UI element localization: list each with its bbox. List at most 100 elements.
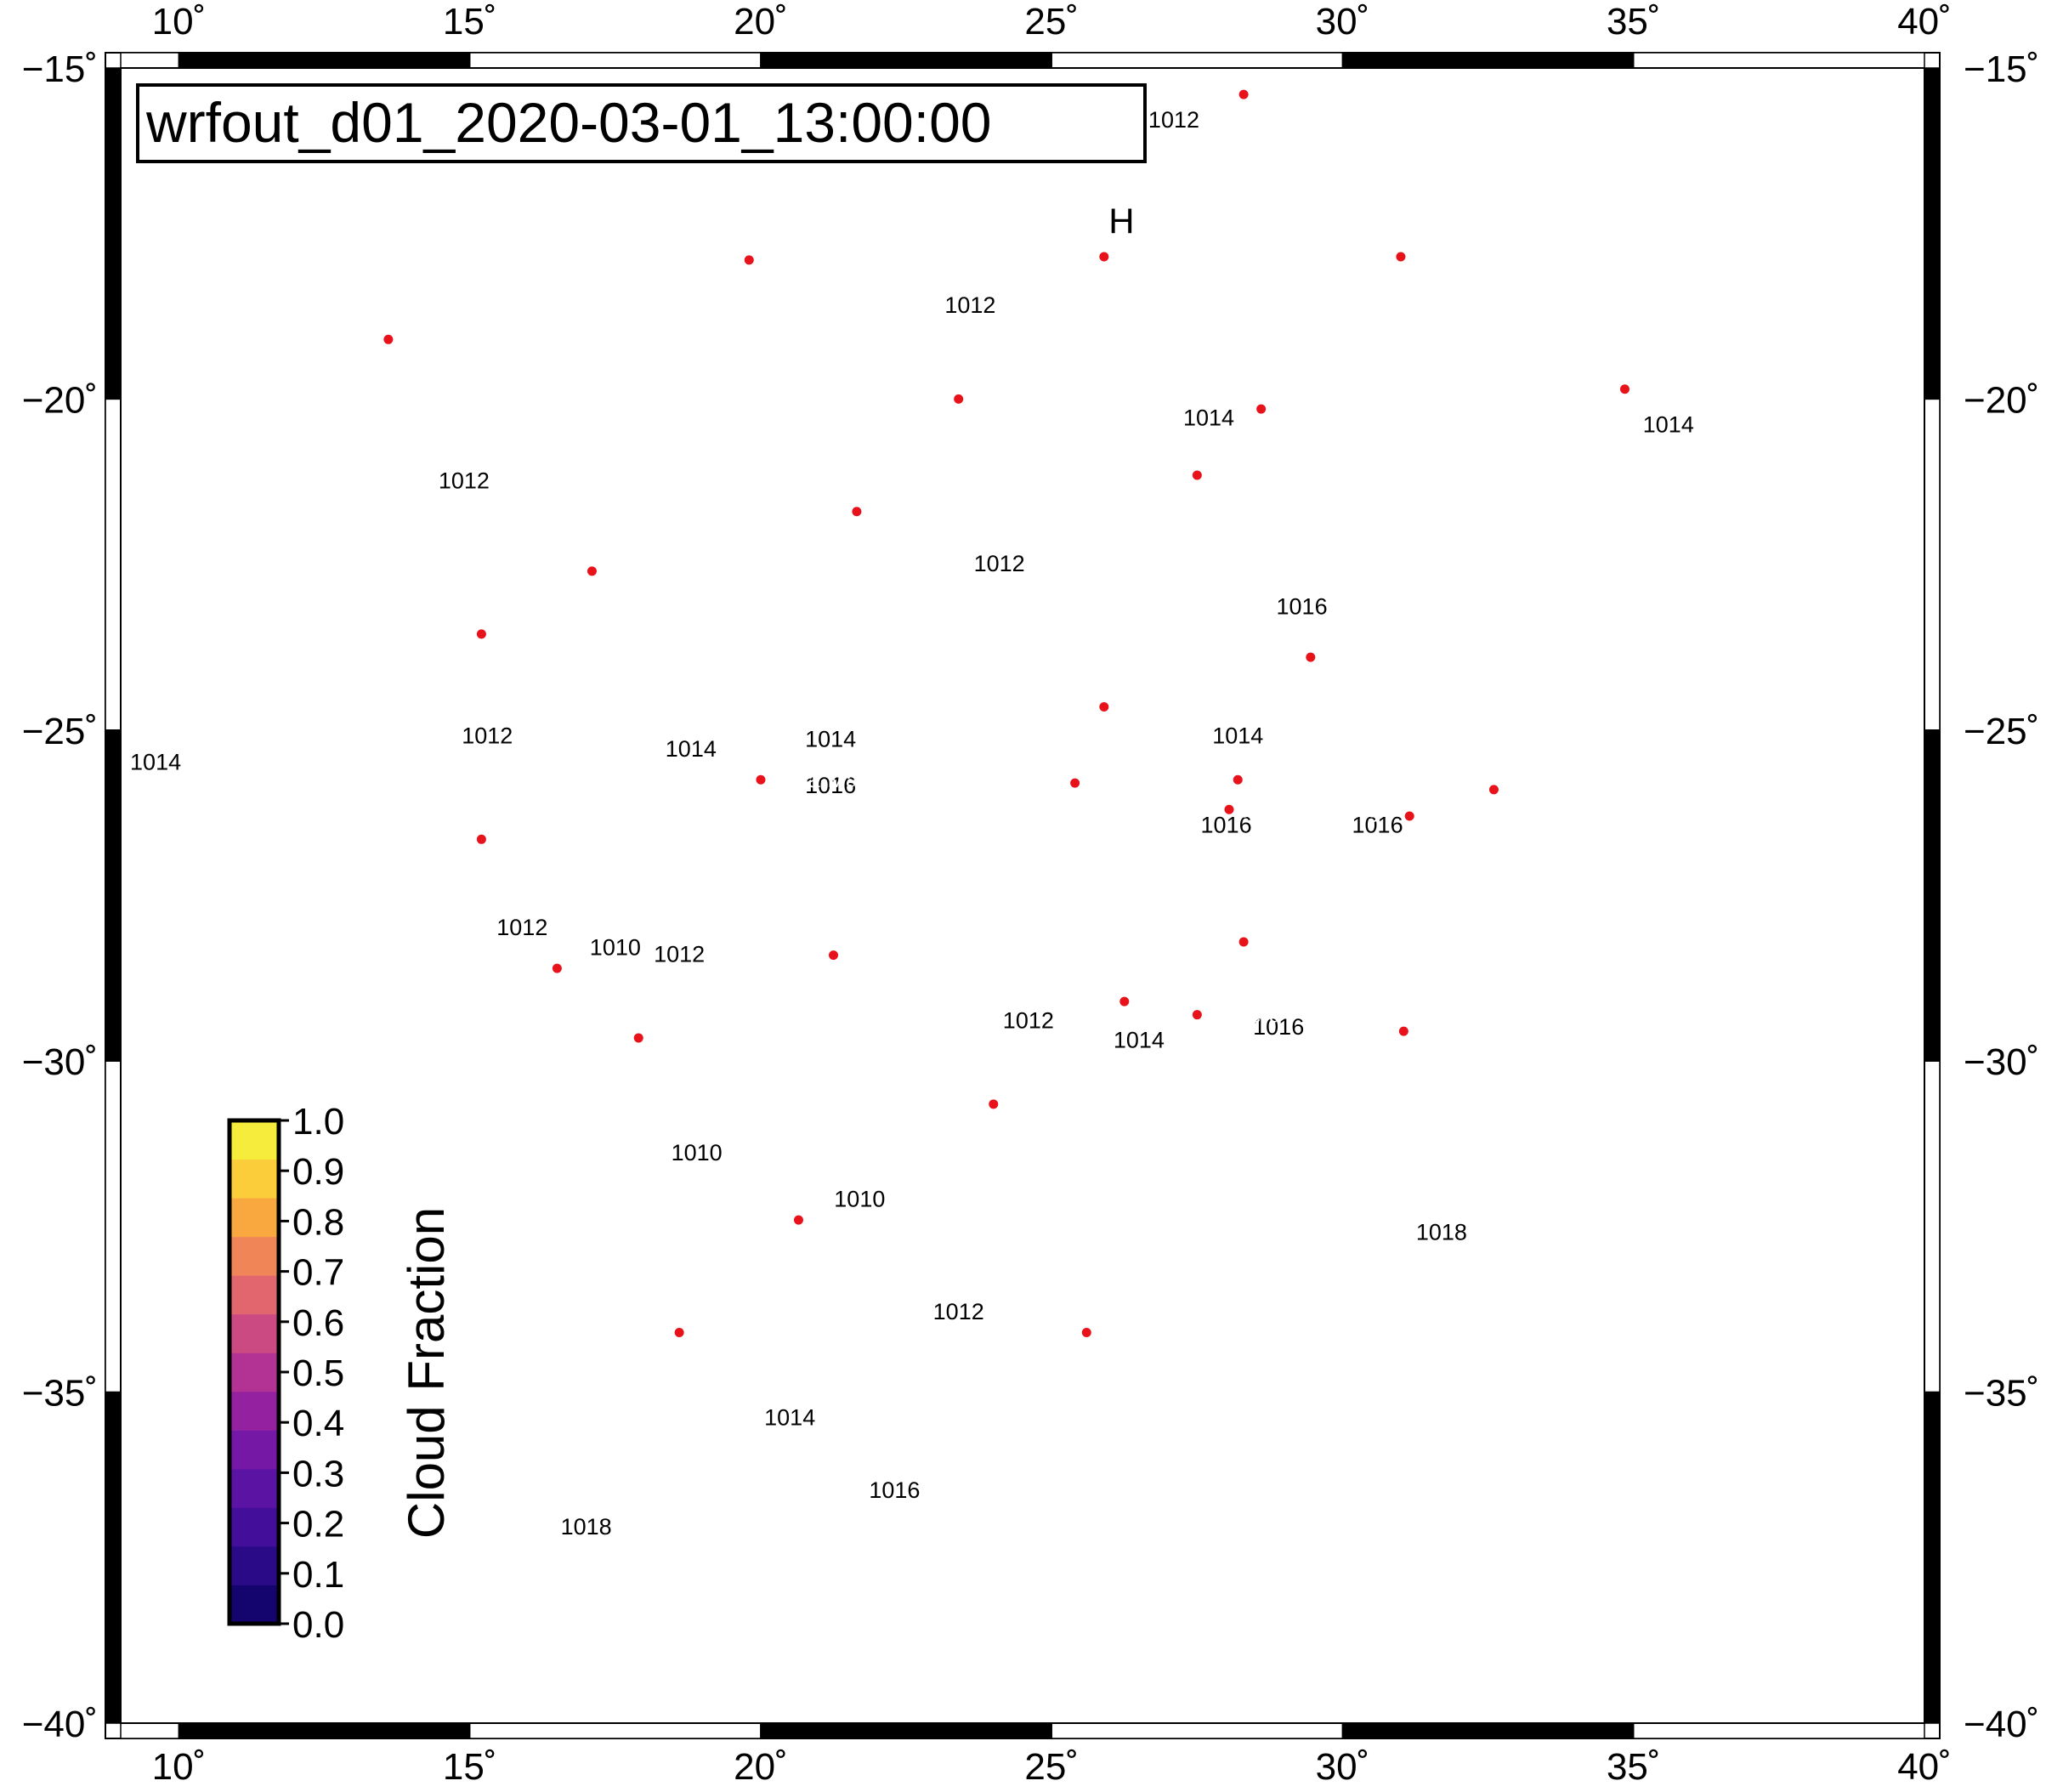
city-marker [1224, 804, 1234, 814]
city-marker [852, 507, 862, 517]
isobar-label: 1014 [805, 726, 856, 751]
lat-tick-right: −20˚ [1964, 379, 2039, 421]
colorbar-swatch [230, 1545, 279, 1585]
city-label: De-Aar [1004, 1092, 1074, 1117]
colorbar-tick-label: 0.5 [292, 1353, 344, 1394]
city-label: Luderitz [491, 826, 570, 852]
lon-tick-top: 25˚ [1024, 1, 1079, 43]
city-label: Gaberone [1114, 695, 1213, 720]
city-label: Polokwane [1321, 644, 1429, 670]
isobar-label: 1014 [130, 750, 181, 775]
colorbar-tick-label: 1.0 [292, 1101, 344, 1143]
city-label: Goageb [491, 621, 570, 647]
colorbar-tick-label: 0.8 [292, 1201, 344, 1243]
isobar-label: 1012 [1148, 107, 1199, 133]
isobar-label: 1016 [1352, 813, 1403, 838]
colorbar-swatch [230, 1353, 279, 1392]
colorbar-title: Cloud Fraction [398, 1207, 455, 1539]
isobar-label: 1014 [1183, 405, 1234, 431]
isobar-label: 1014 [1212, 723, 1263, 748]
city-marker [476, 629, 486, 639]
lon-tick-bottom: 15˚ [443, 1746, 497, 1788]
isobar-label: 1016 [1253, 1014, 1304, 1040]
isobar-label: 1010 [590, 935, 641, 961]
city-label: Upington [844, 943, 932, 968]
isobar-label: 1012 [462, 723, 513, 748]
colorbar-swatch [230, 1198, 279, 1238]
city-label: Durban [1414, 1018, 1486, 1044]
lon-tick-top: 35˚ [1607, 1, 1661, 43]
high-pressure-marker: H [1108, 201, 1134, 241]
city-marker [1192, 1010, 1202, 1020]
city-label: Sutherland [808, 1207, 915, 1233]
isobar-label: 1014 [666, 736, 717, 762]
lon-tick-bottom: 35˚ [1607, 1746, 1661, 1788]
colorbar-tick-label: 0.4 [292, 1403, 344, 1444]
city-marker [793, 1215, 803, 1225]
colorbar-swatch [230, 1468, 279, 1508]
city-marker [476, 834, 486, 844]
lat-tick-right: −40˚ [1964, 1704, 2039, 1745]
lat-tick-left: −40˚ [22, 1704, 98, 1745]
isobar-label: 1012 [1003, 1007, 1054, 1033]
city-marker [1070, 778, 1080, 788]
city-marker [1099, 702, 1109, 712]
isobar-label: 1018 [561, 1514, 612, 1540]
isobar-label: 1012 [974, 551, 1025, 576]
city-marker [756, 774, 766, 785]
lon-tick-bottom: 10˚ [152, 1746, 207, 1788]
colorbar-tick-label: 0.9 [292, 1151, 344, 1193]
city-label: Sesfontein [399, 326, 503, 352]
lat-tick-right: −15˚ [1964, 48, 2039, 90]
city-label: Bulawayo [1272, 396, 1368, 422]
colorbar-swatch [230, 1120, 279, 1160]
lat-tick-right: −25˚ [1964, 711, 2039, 752]
lon-tick-bottom: 40˚ [1897, 1746, 1952, 1788]
colorbar-swatch [230, 1507, 279, 1547]
axis-tick-labels: 10˚ 10˚ 15˚ 15˚ 20˚ 20˚ 25˚ 25˚ 30˚ 30˚ 35˚ 35˚ 40˚ 4… [22, 1, 2040, 1788]
title-box: wrfout_d01_2020-03-01_13:00:00 [136, 83, 1147, 163]
city-marker [1619, 384, 1629, 394]
colorbar-tick-label: 0.0 [292, 1604, 344, 1646]
isobar-label: 1010 [834, 1187, 885, 1212]
city-label: Rundu [759, 247, 825, 273]
city-label: Beira [1635, 377, 1686, 402]
city-label: Mbabane [1420, 803, 1511, 829]
city-marker [829, 950, 839, 961]
isobar-label: 1012 [944, 292, 995, 318]
isobar-label: 1016 [1201, 813, 1252, 838]
isobar-label: 1016 [805, 773, 856, 798]
city-label: Mata-Mata [771, 767, 877, 792]
city-marker [1396, 252, 1406, 262]
map-frame [105, 52, 1941, 1739]
isobar-label: 1012 [496, 915, 547, 940]
lon-tick-top: 40˚ [1897, 1, 1952, 43]
city-label: Bethlehem [1254, 929, 1359, 955]
isobar-label: 1012 [654, 941, 705, 967]
lat-tick-left: −15˚ [22, 48, 98, 90]
colorbar-swatch [230, 1159, 279, 1199]
city-label: Maputu [1504, 777, 1578, 802]
city-marker [1256, 404, 1267, 414]
lon-tick-bottom: 20˚ [734, 1746, 788, 1788]
lat-tick-left: −30˚ [22, 1041, 98, 1083]
city-marker [954, 394, 964, 404]
city-label: Luskaka [1254, 82, 1336, 107]
isobar-label: 1016 [1277, 594, 1328, 620]
colorbar-swatch [230, 1430, 279, 1470]
city-label: Harare [1411, 244, 1478, 269]
isobar-label: 1012 [933, 1299, 984, 1324]
city-markers: Luskaka Rundu Livingstone Harare Sesfontein M… [383, 82, 1687, 1346]
lat-tick-left: −35˚ [22, 1373, 98, 1415]
isobar-label: 1014 [1643, 411, 1694, 437]
isobar-label: 1014 [1114, 1028, 1165, 1053]
lat-tick-left: −20˚ [22, 379, 98, 421]
city-marker [1192, 470, 1202, 480]
colorbar-tick-label: 0.6 [292, 1302, 344, 1344]
lat-tick-left: −25˚ [22, 711, 98, 752]
city-marker [1488, 785, 1499, 795]
city-marker [1238, 937, 1249, 947]
city-marker [383, 334, 394, 344]
isobar-label: 1012 [439, 468, 490, 494]
